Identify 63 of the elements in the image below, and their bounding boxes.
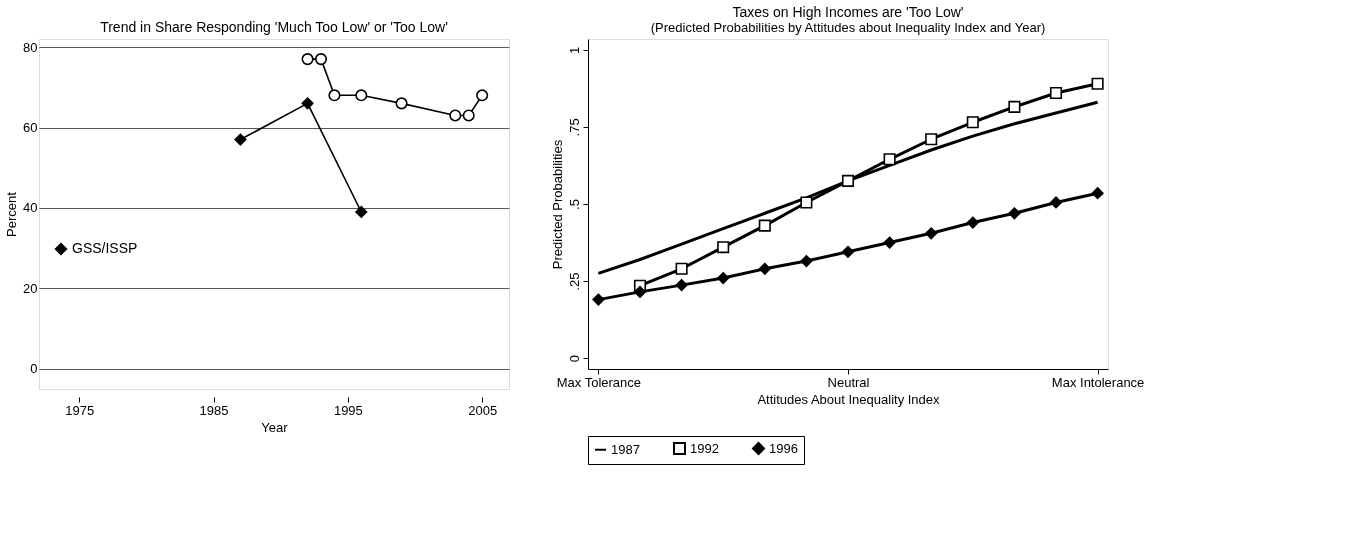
legend-label: 1992 xyxy=(690,440,719,456)
point xyxy=(675,262,688,275)
x-axis-title: Year xyxy=(261,419,289,435)
point xyxy=(633,285,647,298)
point xyxy=(395,97,408,110)
point xyxy=(1091,77,1104,90)
x-axis-title: Attitudes About Inequality Index xyxy=(757,391,941,407)
point xyxy=(328,89,341,102)
point xyxy=(462,109,475,122)
point xyxy=(1008,100,1021,113)
y-tick-label: 20 xyxy=(23,280,38,296)
legend-label: GSS/ISSP xyxy=(72,240,138,256)
point xyxy=(883,153,896,166)
y-axis-title: Predicted Probabilities xyxy=(549,139,565,270)
point xyxy=(717,241,730,254)
legend-label: 1987 xyxy=(611,441,640,457)
y-tick-label: .5 xyxy=(566,199,582,210)
point xyxy=(355,89,368,102)
point xyxy=(758,262,771,275)
point xyxy=(1091,187,1104,200)
y-tick-label: .25 xyxy=(566,272,582,291)
x-tick-label: Max Intolerance xyxy=(1051,374,1145,390)
x-tick-label: 1985 xyxy=(199,402,229,418)
x-tick-label: 1975 xyxy=(65,402,95,418)
point xyxy=(301,53,314,66)
y-tick-label: 80 xyxy=(23,39,38,55)
point xyxy=(800,196,813,209)
point xyxy=(476,89,489,102)
point xyxy=(800,255,813,268)
point xyxy=(966,216,979,229)
point xyxy=(841,174,855,187)
point xyxy=(1008,207,1021,220)
point xyxy=(314,53,328,66)
y-tick-label: 0 xyxy=(566,355,582,363)
y-tick-label: 1 xyxy=(566,46,582,54)
point xyxy=(449,109,462,122)
chart-title: Taxes on High Incomes are 'Too Low' xyxy=(732,4,964,20)
y-tick-label: 0 xyxy=(30,361,38,377)
point xyxy=(883,236,896,249)
point xyxy=(234,133,247,146)
x-tick-label: Max Tolerance xyxy=(556,374,642,390)
point xyxy=(1049,86,1063,100)
chart-subtitle: (Predicted Probabilities by Attitudes about Inequality Index and Year) xyxy=(650,20,1046,35)
point xyxy=(675,279,688,292)
point xyxy=(841,245,855,258)
point xyxy=(355,205,368,219)
x-tick-label: 2005 xyxy=(468,402,498,418)
point xyxy=(301,97,314,110)
point xyxy=(758,219,771,232)
point xyxy=(925,133,938,146)
y-axis-title: Percent xyxy=(4,191,20,237)
legend-label: 1996 xyxy=(769,440,798,456)
x-tick-label: Neutral xyxy=(827,374,870,390)
x-tick-label: 1995 xyxy=(333,402,363,418)
y-tick-label: 60 xyxy=(23,120,38,136)
chart-title: Trend in Share Responding 'Much Too Low' or 'Too Low' xyxy=(100,19,448,35)
point xyxy=(592,293,605,306)
point xyxy=(966,116,979,129)
y-tick-label: .75 xyxy=(566,118,582,137)
point xyxy=(717,271,730,285)
y-tick-label: 40 xyxy=(23,200,38,216)
point xyxy=(925,227,938,240)
point xyxy=(1049,196,1063,209)
